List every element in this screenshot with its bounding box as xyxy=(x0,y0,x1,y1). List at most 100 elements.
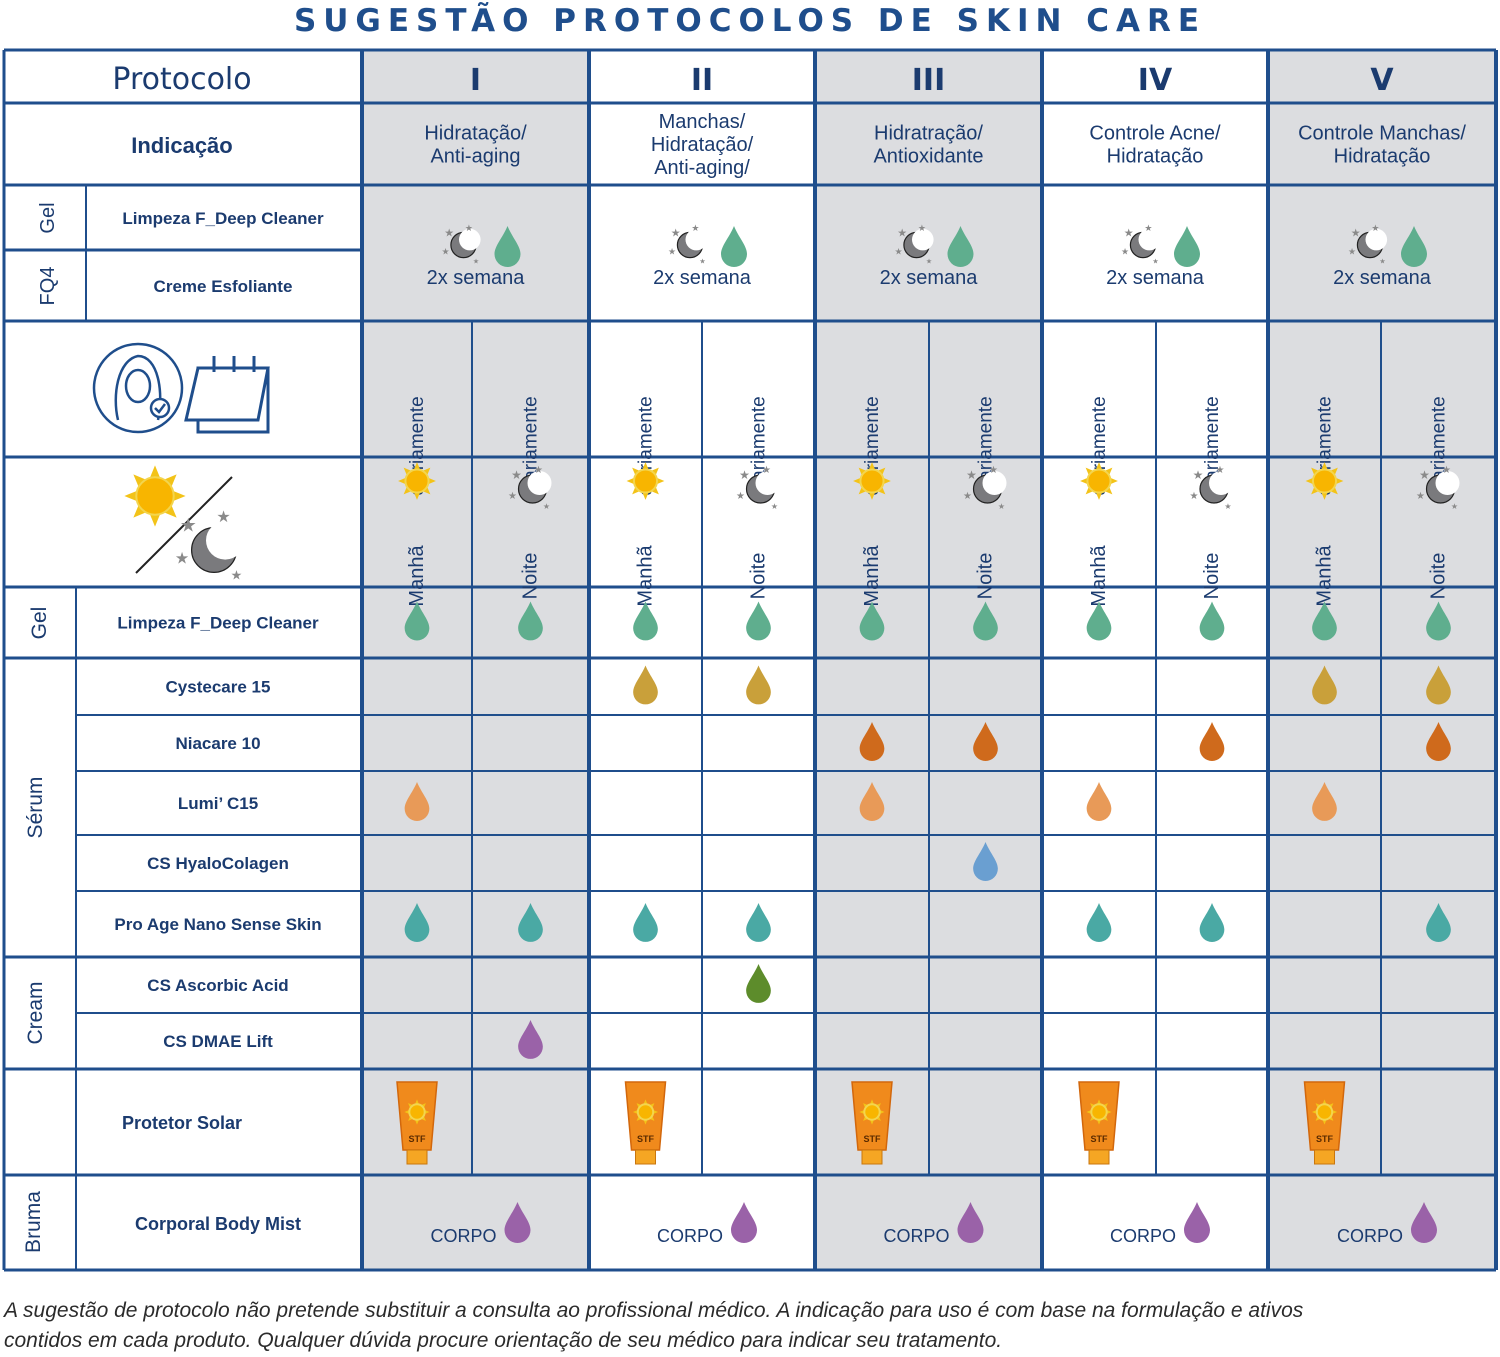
category-label: Gel xyxy=(28,607,51,640)
sun-icon xyxy=(632,1099,659,1125)
sun-ray xyxy=(422,467,431,476)
calendar-page xyxy=(184,366,270,422)
sun-ray xyxy=(643,1099,648,1105)
product-name: CS HyaloColagen xyxy=(147,854,289,873)
star-icon: ★ xyxy=(926,256,932,265)
sun-ray xyxy=(1321,492,1328,500)
sunscreen-label: STF xyxy=(637,1134,655,1144)
star-icon: ★ xyxy=(441,246,449,256)
sun-ray xyxy=(632,486,640,495)
drop-shape xyxy=(1086,601,1112,641)
drop-icon xyxy=(1086,903,1112,942)
product-name: Protetor Solar xyxy=(122,1113,242,1133)
drop-icon xyxy=(518,1020,543,1059)
drop-icon xyxy=(1174,226,1200,267)
sun-icon xyxy=(124,465,186,527)
star-icon: ★ xyxy=(894,246,902,256)
sun-disc xyxy=(1090,1103,1108,1121)
drop-shape xyxy=(1426,665,1451,705)
sun-ray xyxy=(651,486,659,495)
sun-icon xyxy=(404,1099,430,1125)
star-icon: ★ xyxy=(1416,491,1425,502)
drop-icon xyxy=(1199,722,1225,761)
protocol-indication: Manchas/ xyxy=(659,111,746,133)
sun-icon xyxy=(1305,462,1344,500)
drop-shape xyxy=(1411,1202,1437,1243)
star-icon: ★ xyxy=(175,551,189,568)
sun-ray xyxy=(164,474,177,487)
sun-icon xyxy=(626,462,665,500)
moon-cut xyxy=(1138,228,1161,251)
star-icon: ★ xyxy=(473,256,479,265)
protocol-indication: Hidratação/ xyxy=(651,134,754,156)
drop-shape xyxy=(1426,722,1451,761)
drop-shape xyxy=(859,722,885,761)
drop-shape xyxy=(404,601,430,641)
sun-ray xyxy=(877,486,886,495)
star-icon: ★ xyxy=(1224,502,1231,511)
tube-cap xyxy=(1088,1149,1110,1165)
footnote: A sugestão de protocolo não pretende sub… xyxy=(4,1296,1498,1356)
drop-shape xyxy=(518,601,543,641)
star-icon: ★ xyxy=(511,468,522,482)
sunscreen-label: STF xyxy=(409,1134,427,1144)
category-label: Bruma xyxy=(22,1191,45,1253)
moon-icon xyxy=(903,228,934,259)
product-name: Creme Esfoliante xyxy=(154,277,293,296)
drop-shape xyxy=(1086,903,1112,942)
drop-shape xyxy=(518,1020,543,1059)
star-icon: ★ xyxy=(1144,223,1152,233)
sun-ray xyxy=(1305,477,1314,485)
sun-ray xyxy=(649,1103,655,1109)
sun-ray xyxy=(164,505,177,518)
star-icon: ★ xyxy=(963,491,972,502)
sun-ray xyxy=(868,492,876,500)
sun-ray xyxy=(626,477,635,485)
protocol-numeral: III xyxy=(912,63,946,98)
drop-icon xyxy=(1426,665,1451,705)
star-icon: ★ xyxy=(1379,256,1385,265)
moon-cut xyxy=(206,521,245,560)
sun-icon xyxy=(1311,1099,1338,1125)
sun-ray xyxy=(1335,477,1344,485)
star-icon: ★ xyxy=(998,502,1005,511)
sun-ray xyxy=(408,1115,414,1121)
sun-ray xyxy=(875,1103,881,1109)
moon-cut xyxy=(1209,471,1233,495)
protocol-label: Protocolo xyxy=(112,62,251,97)
star-icon: ★ xyxy=(216,509,230,526)
sun-ray xyxy=(1315,1115,1321,1121)
sun-ray xyxy=(133,474,146,487)
mist-label: CORPO xyxy=(657,1226,723,1246)
sun-ray xyxy=(1330,486,1338,495)
sun-ray xyxy=(1331,1109,1338,1115)
star-icon: ★ xyxy=(1216,465,1225,476)
sun-ray xyxy=(124,490,138,502)
star-icon: ★ xyxy=(699,256,705,265)
star-icon: ★ xyxy=(691,223,699,233)
sun-ray xyxy=(1321,462,1328,470)
sun-ray xyxy=(877,467,886,476)
drop-shape xyxy=(973,601,998,641)
star-icon: ★ xyxy=(1152,256,1158,265)
sun-ray xyxy=(1085,467,1094,476)
sun-ray xyxy=(149,513,161,527)
drop-shape xyxy=(859,782,885,821)
protocol-numeral: II xyxy=(691,63,713,98)
footnote-line: A sugestão de protocolo não pretende sub… xyxy=(4,1299,1304,1322)
drop-icon xyxy=(1401,226,1427,267)
drop-icon xyxy=(404,601,430,641)
sun-ray xyxy=(1095,492,1103,500)
sun-ray xyxy=(869,1099,875,1105)
star-icon: ★ xyxy=(762,465,771,476)
moon-icon xyxy=(1356,228,1388,259)
moon-icon xyxy=(450,228,481,259)
drop-icon xyxy=(1411,1202,1437,1243)
sun-ray xyxy=(883,477,891,485)
frequency-label: 2x semana xyxy=(1106,267,1205,289)
sun-ray xyxy=(420,1103,426,1109)
category-gel: Gel xyxy=(37,202,59,233)
drop-shape xyxy=(633,665,658,705)
sun-ray xyxy=(642,462,649,470)
drop-shape xyxy=(731,1202,757,1243)
